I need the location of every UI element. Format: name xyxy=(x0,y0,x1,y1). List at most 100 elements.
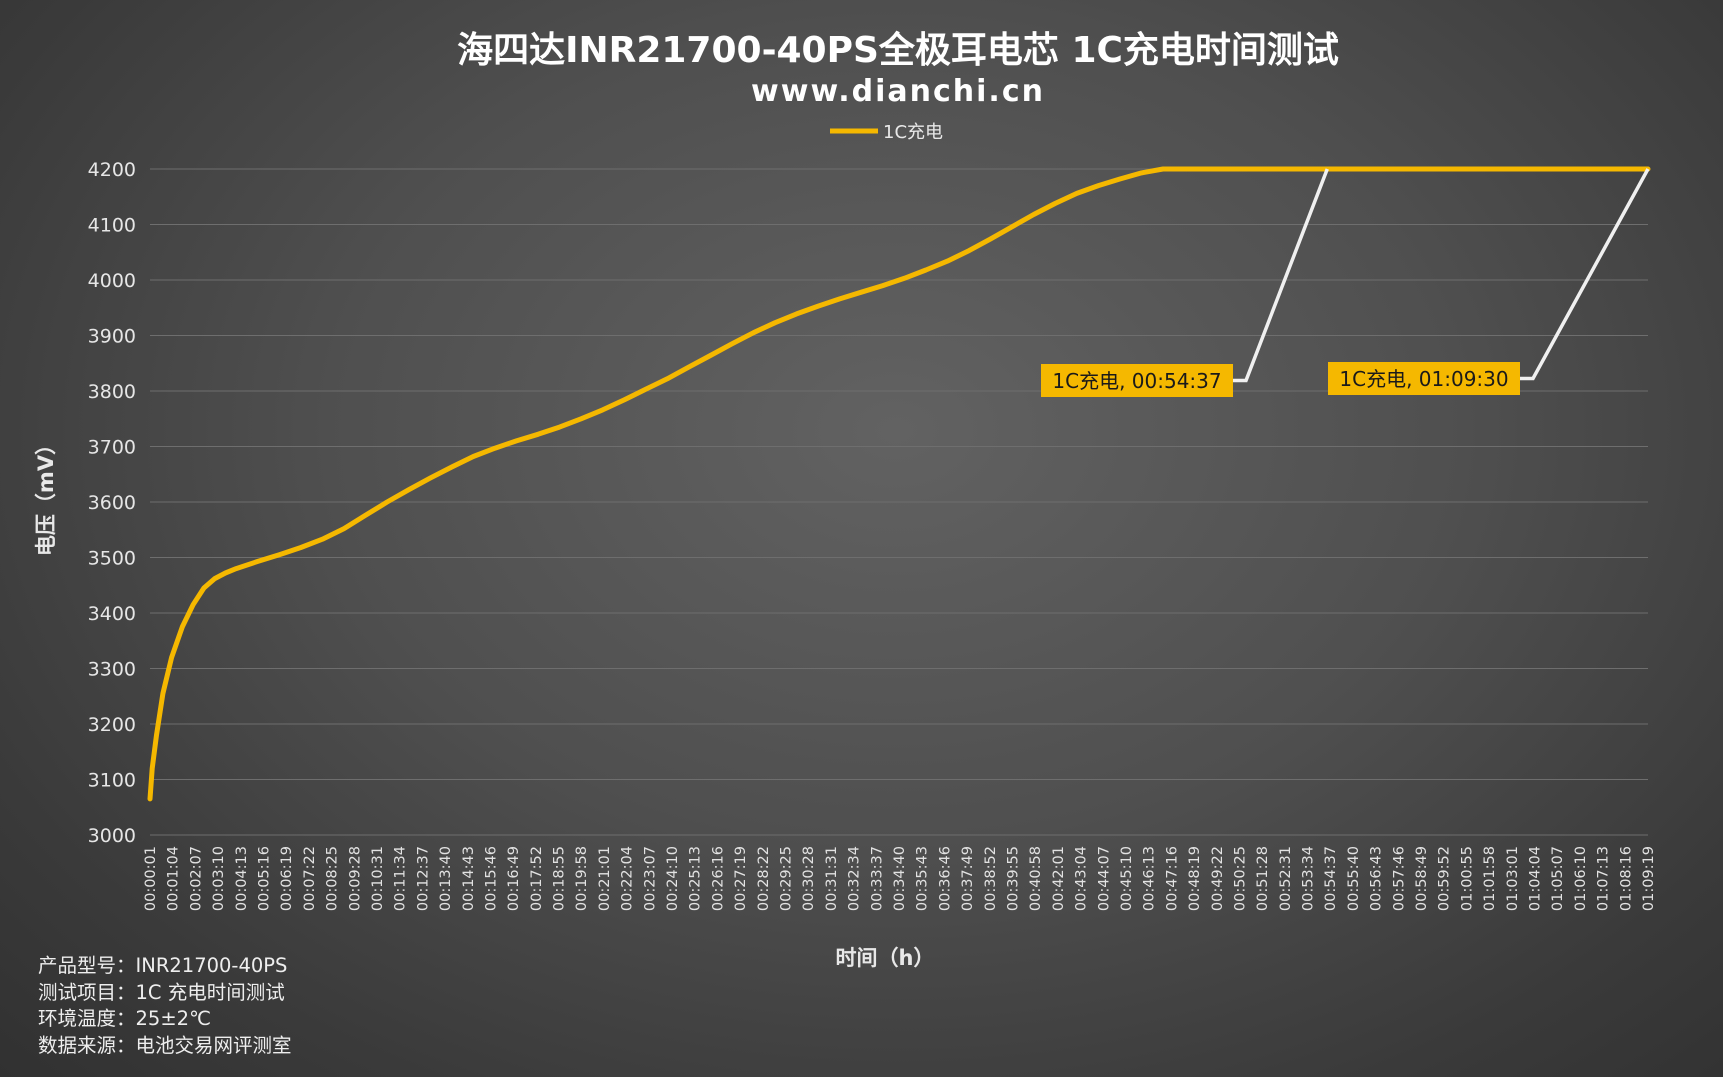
x-tick-label: 00:30:28 xyxy=(801,846,817,911)
info-label: 测试项目： xyxy=(38,980,136,1004)
chart-subtitle: www.dianchi.cn xyxy=(751,74,1045,109)
x-tick-label: 01:01:58 xyxy=(1482,846,1498,911)
y-tick-label: 3800 xyxy=(88,381,136,403)
x-tick-label: 00:12:37 xyxy=(415,846,431,911)
x-tick-label: 01:04:04 xyxy=(1528,846,1544,911)
x-tick-label: 00:53:34 xyxy=(1301,846,1317,911)
info-value: 1C 充电时间测试 xyxy=(135,980,285,1004)
info-label: 数据来源： xyxy=(38,1033,136,1057)
x-tick-label: 00:06:19 xyxy=(279,846,295,911)
x-tick-label: 00:18:55 xyxy=(552,846,568,911)
info-label: 产品型号： xyxy=(38,954,136,977)
x-tick-label: 00:43:04 xyxy=(1074,846,1090,911)
x-tick-label: 00:19:58 xyxy=(574,846,590,911)
x-tick-label: 01:08:16 xyxy=(1618,846,1634,911)
x-axis-ticks: 00:00:01 00:01:04 00:02:07 00:03:10 00:04:13… xyxy=(143,846,1657,911)
x-tick-label: 00:02:07 xyxy=(188,846,204,911)
gridlines xyxy=(150,168,1648,836)
x-tick-label: 01:05:07 xyxy=(1550,846,1566,911)
x-tick-label: 00:05:16 xyxy=(256,846,272,911)
info-row-source: 数据来源：电池交易网评测室 xyxy=(38,1033,292,1060)
info-row-test-item: 测试项目：1C 充电时间测试 xyxy=(38,980,292,1007)
x-tick-label: 00:38:52 xyxy=(983,846,999,911)
x-tick-label: 00:55:40 xyxy=(1346,846,1362,911)
x-tick-label: 00:24:10 xyxy=(665,846,681,911)
x-tick-label: 00:46:13 xyxy=(1142,846,1158,911)
x-tick-label: 00:32:34 xyxy=(847,846,863,911)
label-box xyxy=(1041,364,1233,397)
leader-line xyxy=(1233,168,1329,383)
x-tick-label: 00:08:25 xyxy=(325,846,341,911)
y-axis-ticks: 3000 3100 3200 3300 3400 3500 3600 3700 3800 3900… xyxy=(88,159,136,847)
info-row-model: 产品型号：INR21700-40PS xyxy=(38,953,292,980)
x-tick-label: 00:17:52 xyxy=(529,846,545,911)
x-axis-title: 时间（h） xyxy=(836,946,935,970)
x-tick-label: 00:47:16 xyxy=(1164,846,1180,911)
info-row-temperature: 环境温度：25±2℃ xyxy=(38,1006,292,1033)
x-tick-label: 00:39:55 xyxy=(1005,846,1021,911)
legend-label: 1C充电 xyxy=(883,122,943,143)
x-tick-label: 00:54:37 xyxy=(1323,846,1339,911)
data-labels: 1C充电, 00:54:37 1C充电, 01:09:30 xyxy=(1041,168,1650,397)
x-tick-label: 00:58:49 xyxy=(1414,846,1430,911)
x-tick-label: 00:07:22 xyxy=(302,846,318,911)
x-tick-label: 00:14:43 xyxy=(461,846,477,911)
series-line-0 xyxy=(147,166,1651,802)
x-tick-label: 00:03:10 xyxy=(211,846,227,911)
x-tick-label: 00:27:19 xyxy=(733,846,749,911)
label-text: 1C充电, 00:54:37 xyxy=(1052,369,1221,393)
x-tick-label: 00:45:10 xyxy=(1119,846,1135,911)
x-tick-label: 00:59:52 xyxy=(1437,846,1453,911)
x-tick-label: 00:34:40 xyxy=(892,846,908,911)
x-tick-label: 01:09:19 xyxy=(1641,846,1657,911)
x-tick-label: 00:52:31 xyxy=(1278,846,1294,911)
x-tick-label: 00:23:07 xyxy=(642,846,658,911)
x-tick-label: 00:25:13 xyxy=(688,846,704,911)
x-tick-label: 00:11:34 xyxy=(393,846,409,911)
y-tick-label: 3600 xyxy=(88,492,136,514)
x-tick-label: 01:03:01 xyxy=(1505,846,1521,911)
y-tick-label: 3100 xyxy=(88,770,136,792)
y-tick-label: 4000 xyxy=(88,270,136,292)
x-tick-label: 00:04:13 xyxy=(234,846,250,911)
y-tick-label: 3400 xyxy=(88,603,136,625)
data-label-1: 1C充电, 01:09:30 xyxy=(1328,168,1650,395)
x-tick-label: 01:07:13 xyxy=(1596,846,1612,911)
info-value: INR21700-40PS xyxy=(135,954,288,977)
y-tick-label: 3700 xyxy=(88,437,136,459)
y-axis-title: 电压（mV） xyxy=(34,434,58,556)
x-tick-label: 00:26:16 xyxy=(710,846,726,911)
x-tick-label: 00:22:04 xyxy=(620,846,636,911)
x-tick-label: 00:09:28 xyxy=(347,846,363,911)
data-label-0: 1C充电, 00:54:37 xyxy=(1041,168,1329,397)
x-tick-label: 00:40:58 xyxy=(1028,846,1044,911)
x-tick-label: 00:29:25 xyxy=(779,846,795,911)
x-tick-label: 01:00:55 xyxy=(1459,846,1475,911)
x-tick-label: 00:21:01 xyxy=(597,846,613,911)
x-tick-label: 00:37:49 xyxy=(960,846,976,911)
plot-area xyxy=(147,166,1651,802)
x-tick-label: 00:50:25 xyxy=(1232,846,1248,911)
x-tick-label: 00:44:07 xyxy=(1096,846,1112,911)
x-tick-label: 00:36:46 xyxy=(937,846,953,911)
x-tick-label: 00:49:22 xyxy=(1210,846,1226,911)
x-tick-label: 00:28:22 xyxy=(756,846,772,911)
x-tick-label: 00:00:01 xyxy=(143,846,159,911)
x-tick-label: 00:31:31 xyxy=(824,846,840,911)
y-tick-label: 3900 xyxy=(88,326,136,348)
test-info: 产品型号：INR21700-40PS 测试项目：1C 充电时间测试 环境温度：2… xyxy=(38,953,292,1059)
y-tick-label: 4200 xyxy=(88,159,136,181)
x-tick-label: 00:01:04 xyxy=(166,846,182,911)
y-tick-label: 3000 xyxy=(88,825,136,847)
x-tick-label: 00:10:31 xyxy=(370,846,386,911)
info-value: 25±2℃ xyxy=(135,1007,211,1030)
x-tick-label: 01:06:10 xyxy=(1573,846,1589,911)
x-tick-label: 00:51:28 xyxy=(1255,846,1271,911)
x-tick-label: 00:56:43 xyxy=(1369,846,1385,911)
x-tick-label: 00:48:19 xyxy=(1187,846,1203,911)
y-tick-label: 3300 xyxy=(88,659,136,681)
label-box xyxy=(1328,362,1520,395)
x-tick-label: 00:16:49 xyxy=(506,846,522,911)
label-text: 1C充电, 01:09:30 xyxy=(1339,367,1508,391)
